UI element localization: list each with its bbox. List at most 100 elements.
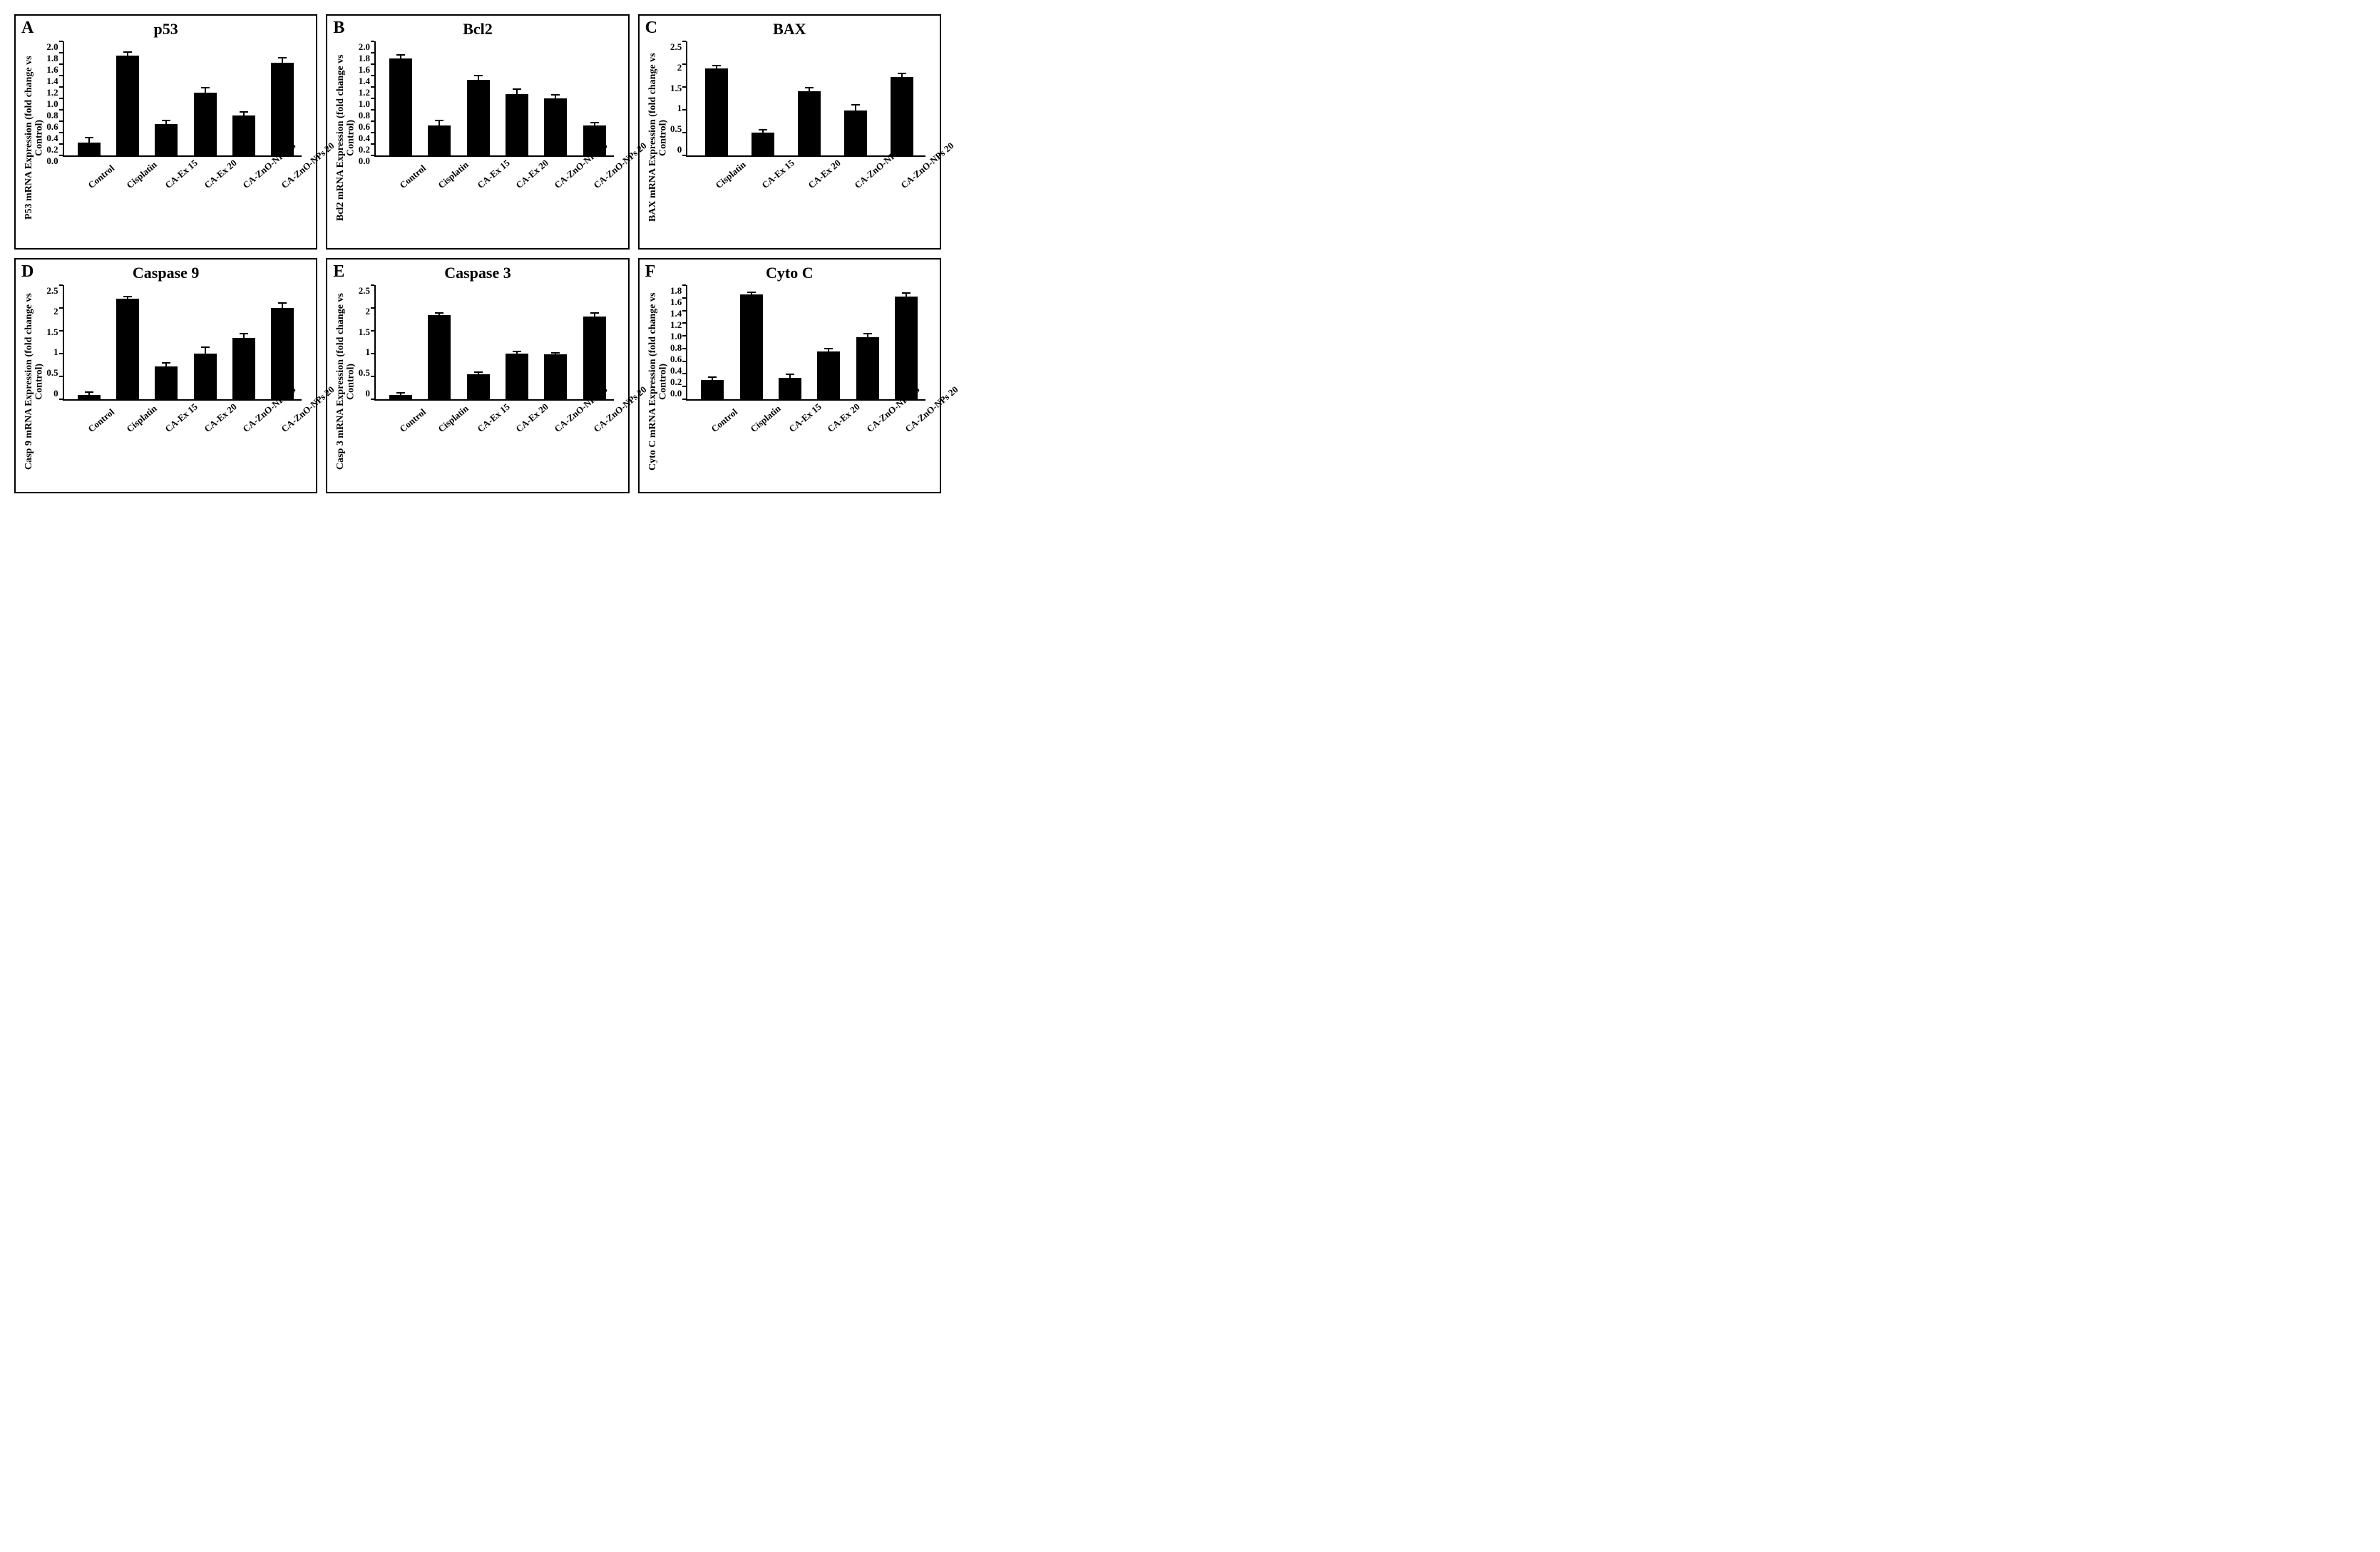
panel-d: DCaspase 9Casp 9 mRNA Expression (fold c… — [14, 258, 317, 493]
bar-wrap — [464, 80, 493, 155]
error-cap — [551, 352, 560, 354]
bar-wrap — [541, 354, 570, 399]
y-tick-mark — [59, 52, 63, 53]
y-tick-label: 0.6 — [670, 354, 682, 365]
bar-wrap — [113, 299, 142, 399]
bar — [544, 354, 567, 399]
y-tick-label: 0.4 — [46, 133, 58, 144]
bars-container — [693, 41, 925, 155]
x-tick-label: CA-Ex 20 — [202, 164, 231, 191]
bar-wrap — [425, 315, 453, 399]
y-tick-label: 0.5 — [670, 123, 682, 135]
y-axis-label: Bcl2 mRNA Expression (fold change vs Con… — [334, 41, 358, 234]
x-labels: ControlCisplatinCA-Ex 15CA-Ex 20CA-ZnO-N… — [70, 402, 302, 413]
chart-area: P53 mRNA Expression (fold change vs Cont… — [23, 41, 309, 234]
y-axis-ticks: 2.521.510.50 — [359, 285, 373, 399]
panel-b: BBcl2Bcl2 mRNA Expression (fold change v… — [326, 14, 629, 250]
y-axis-label: Cyto C mRNA Expression (fold change vs C… — [647, 285, 670, 478]
panel-letter: E — [333, 262, 344, 282]
figure-grid: Ap53 P53 mRNA Expression (fold change vs … — [14, 14, 941, 493]
x-tick-label: CA-Ex 15 — [163, 408, 193, 435]
y-tick-label: 1.6 — [46, 64, 58, 76]
error-cap — [201, 87, 210, 88]
bar-wrap — [503, 354, 531, 399]
error-cap — [863, 333, 872, 334]
bar — [232, 338, 255, 399]
bar — [467, 374, 490, 399]
bar — [116, 56, 139, 155]
bar-wrap — [152, 366, 180, 399]
y-tick-label: 0.8 — [359, 110, 370, 121]
plot-region: ControlCisplatinCA-Ex 15CA-Ex 20CA-ZnO-N… — [63, 285, 309, 478]
error-cap — [278, 302, 287, 304]
x-tick-label: CA-ZnO-NPs 20 — [899, 164, 928, 191]
error-cap — [396, 54, 405, 56]
y-tick-label: 0.8 — [670, 342, 682, 354]
plot-region: ControlCisplatinCA-Ex 15CA-Ex 20CA-ZnO-N… — [63, 41, 309, 234]
error-cap — [708, 376, 717, 378]
error-cap — [201, 346, 210, 348]
y-tick-mark — [59, 399, 63, 400]
y-axis-line — [374, 41, 376, 155]
x-tick-label: CA-ZnO-NPs 15 — [553, 408, 582, 435]
error-cap — [162, 362, 170, 364]
y-tick-label: 0.4 — [359, 133, 370, 144]
bars-container — [70, 285, 302, 399]
panel-letter: B — [333, 19, 344, 38]
error-cap — [85, 137, 93, 138]
error-cap — [551, 94, 560, 96]
bar — [740, 294, 763, 399]
error-cap — [240, 111, 248, 113]
y-tick-mark — [682, 373, 686, 374]
y-axis-line — [374, 285, 376, 399]
bar-wrap — [113, 56, 142, 155]
plot-region: ControlCisplatinCA-Ex 15CA-Ex 20CA-ZnO-N… — [374, 285, 621, 478]
y-tick-label: 1.4 — [46, 76, 58, 87]
plot-region: ControlCisplatinCA-Ex 15CA-Ex 20CA-ZnO-N… — [374, 41, 621, 234]
bar — [506, 94, 528, 155]
y-tick-label: 2 — [365, 306, 370, 317]
y-tick-label: 0.0 — [46, 155, 58, 167]
chart-area: Bcl2 mRNA Expression (fold change vs Con… — [334, 41, 620, 234]
bar-wrap — [425, 125, 453, 155]
bar-wrap — [464, 374, 493, 399]
x-tick-label: Control — [86, 408, 115, 435]
x-tick-label: CA-Ex 20 — [202, 408, 231, 435]
y-tick-label: 2 — [677, 62, 682, 73]
y-axis-label: Casp 9 mRNA Expression (fold change vs C… — [23, 285, 46, 478]
plot-region: CisplatinCA-Ex 15CA-Ex 20CA-ZnO-NPs 15CA… — [686, 41, 933, 234]
error-cap — [898, 73, 906, 74]
panel-title: p53 — [23, 20, 309, 38]
y-axis-label: BAX mRNA Expression (fold change vs Cont… — [647, 41, 670, 234]
x-tick-label: Cisplatin — [713, 164, 742, 191]
error-cap — [435, 120, 443, 121]
chart-area: Casp 3 mRNA Expression (fold change vs C… — [334, 285, 620, 478]
y-tick-label: 2.0 — [46, 41, 58, 53]
bar-wrap — [191, 354, 220, 399]
bar-wrap — [386, 58, 415, 155]
bar — [232, 115, 255, 155]
y-tick-mark — [682, 86, 686, 88]
error-cap — [513, 88, 521, 90]
y-tick-mark — [371, 63, 374, 65]
y-tick-mark — [682, 361, 686, 362]
y-tick-label: 1.8 — [359, 53, 370, 64]
y-tick-mark — [371, 41, 374, 42]
panel-letter: D — [21, 262, 34, 282]
x-tick-label: CA-ZnO-NPs 20 — [903, 408, 932, 435]
bar — [817, 351, 840, 399]
y-tick-mark — [682, 322, 686, 324]
bar — [428, 125, 451, 155]
error-cap — [240, 333, 248, 334]
y-tick-label: 2.0 — [359, 41, 370, 53]
bar-wrap — [892, 297, 920, 399]
y-tick-mark — [59, 98, 63, 99]
panel-letter: A — [21, 19, 34, 38]
y-axis-line — [686, 285, 687, 399]
error-cap — [474, 75, 483, 76]
y-axis-label: P53 mRNA Expression (fold change vs Cont… — [23, 41, 46, 234]
x-tick-label: CA-Ex 15 — [475, 408, 504, 435]
bar-wrap — [698, 380, 727, 399]
error-cap — [435, 312, 443, 314]
bars-container — [693, 285, 925, 399]
